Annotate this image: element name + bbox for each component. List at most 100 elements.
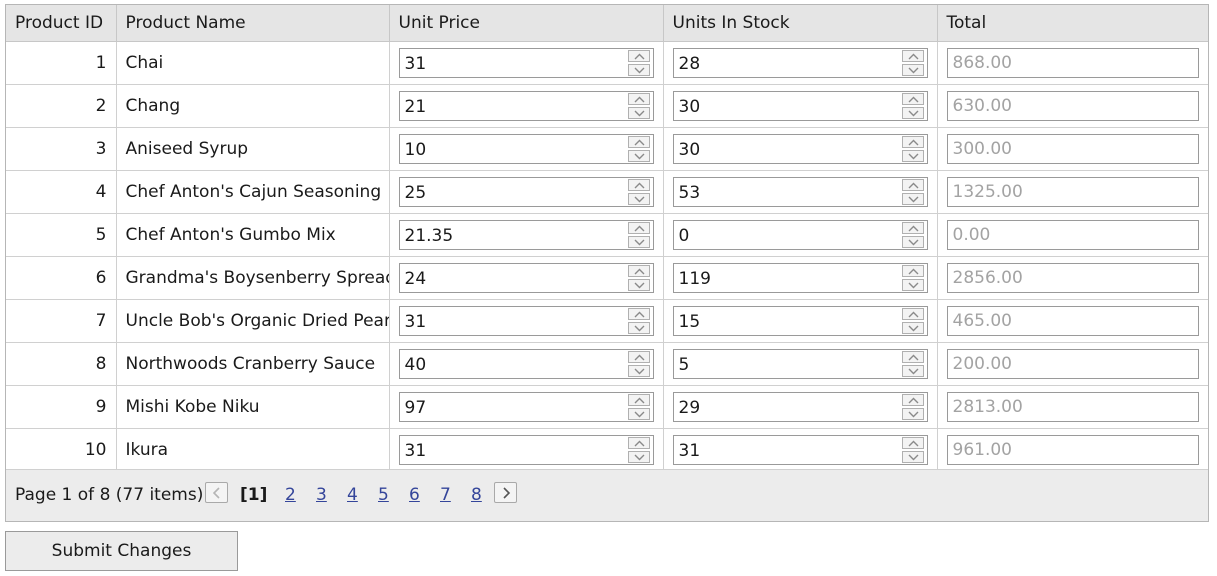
- units-in-stock-input[interactable]: 119: [672, 262, 928, 293]
- spin-down-button[interactable]: [627, 63, 650, 76]
- unit-price-input[interactable]: 31: [398, 305, 654, 336]
- units-in-stock-input[interactable]: 15: [672, 305, 928, 336]
- table-row[interactable]: 8 Northwoods Cranberry Sauce 40 5 200.00: [6, 342, 1208, 386]
- spin-up-button[interactable]: [627, 350, 650, 363]
- chevron-up-icon: [634, 440, 644, 446]
- pager-next-button[interactable]: [494, 482, 517, 503]
- spin-down-button[interactable]: [627, 321, 650, 334]
- header-product-name[interactable]: Product Name: [116, 5, 390, 42]
- table-row[interactable]: 4 Chef Anton's Cajun Seasoning 25 53 1325.00: [6, 170, 1208, 214]
- spin-down-button[interactable]: [901, 407, 924, 420]
- table-row[interactable]: 5 Chef Anton's Gumbo Mix 21.35 0 0.00: [6, 213, 1208, 257]
- spin-down-button[interactable]: [901, 235, 924, 248]
- table-row[interactable]: 10 Ikura 31 31 961.00: [6, 428, 1208, 472]
- spin-down-button[interactable]: [901, 149, 924, 162]
- units-in-stock-input[interactable]: 53: [672, 176, 928, 207]
- spin-up-button[interactable]: [627, 49, 650, 62]
- pager-page-link[interactable]: 2: [285, 485, 296, 505]
- header-product-id[interactable]: Product ID: [6, 5, 117, 42]
- unit-price-input[interactable]: 24: [398, 262, 654, 293]
- spin-down-button[interactable]: [901, 106, 924, 119]
- header-unit-price[interactable]: Unit Price: [389, 5, 664, 42]
- unit-price-input[interactable]: 21: [398, 90, 654, 121]
- unit-price-input-value: 97: [404, 397, 427, 418]
- spin-down-button[interactable]: [627, 278, 650, 291]
- spin-up-button[interactable]: [627, 92, 650, 105]
- pager-page-link[interactable]: 4: [347, 485, 358, 505]
- unit-price-input[interactable]: 10: [398, 133, 654, 164]
- spin-down-button[interactable]: [901, 450, 924, 463]
- spin-up-button[interactable]: [627, 436, 650, 449]
- spin-up-button[interactable]: [627, 135, 650, 148]
- header-total[interactable]: Total: [937, 5, 1208, 42]
- spin-up-button[interactable]: [901, 264, 924, 277]
- spin-up-button[interactable]: [901, 92, 924, 105]
- spin-up-button[interactable]: [901, 135, 924, 148]
- pager-page-link[interactable]: 7: [440, 485, 451, 505]
- units-in-stock-input[interactable]: 0: [672, 219, 928, 250]
- pager-page-link[interactable]: 6: [409, 485, 420, 505]
- pager-page-link[interactable]: 5: [378, 485, 389, 505]
- pager-prev-button[interactable]: [205, 482, 228, 503]
- header-units-in-stock[interactable]: Units In Stock: [663, 5, 938, 42]
- units-in-stock-input-value: 30: [678, 96, 701, 117]
- units-in-stock-input[interactable]: 28: [672, 47, 928, 78]
- spin-down-button[interactable]: [901, 63, 924, 76]
- unit-price-input[interactable]: 40: [398, 348, 654, 379]
- units-in-stock-input[interactable]: 30: [672, 133, 928, 164]
- spin-down-button[interactable]: [901, 278, 924, 291]
- table-row[interactable]: 2 Chang 21 30 630.00: [6, 84, 1208, 128]
- units-in-stock-input[interactable]: 29: [672, 391, 928, 422]
- units-in-stock-cell: 0: [663, 213, 938, 257]
- spin-buttons: [627, 92, 650, 119]
- unit-price-input[interactable]: 31: [398, 47, 654, 78]
- unit-price-input[interactable]: 25: [398, 176, 654, 207]
- spin-down-button[interactable]: [901, 364, 924, 377]
- units-in-stock-input[interactable]: 30: [672, 90, 928, 121]
- spin-up-button[interactable]: [901, 436, 924, 449]
- spin-up-button[interactable]: [627, 221, 650, 234]
- spin-up-button[interactable]: [627, 264, 650, 277]
- unit-price-input[interactable]: 21.35: [398, 219, 654, 250]
- units-in-stock-input-value: 5: [678, 354, 690, 375]
- table-row[interactable]: 7 Uncle Bob's Organic Dried Pears 31 15 465.…: [6, 299, 1208, 343]
- spin-up-button[interactable]: [901, 178, 924, 191]
- pager-page-link[interactable]: 8: [471, 485, 482, 505]
- spin-up-button[interactable]: [901, 221, 924, 234]
- spin-up-button[interactable]: [901, 49, 924, 62]
- unit-price-cell: 25: [389, 170, 664, 214]
- units-in-stock-input[interactable]: 5: [672, 348, 928, 379]
- spin-up-button[interactable]: [901, 393, 924, 406]
- chevron-down-icon: [634, 67, 644, 73]
- table-row[interactable]: 1 Chai 31 28 868.00: [6, 41, 1208, 85]
- units-in-stock-input-value: 0: [678, 225, 690, 246]
- spin-down-button[interactable]: [627, 364, 650, 377]
- spin-down-button[interactable]: [627, 450, 650, 463]
- table-row[interactable]: 3 Aniseed Syrup 10 30 300.00: [6, 127, 1208, 171]
- spin-up-button[interactable]: [627, 178, 650, 191]
- table-row[interactable]: 9 Mishi Kobe Niku 97 29 2813.00: [6, 385, 1208, 429]
- spin-up-button[interactable]: [901, 307, 924, 320]
- unit-price-cell: 97: [389, 385, 664, 429]
- product-id-cell: 10: [6, 428, 117, 472]
- unit-price-input[interactable]: 97: [398, 391, 654, 422]
- spin-down-button[interactable]: [901, 321, 924, 334]
- spin-down-button[interactable]: [627, 407, 650, 420]
- spin-buttons: [901, 49, 924, 76]
- units-in-stock-input[interactable]: 31: [672, 434, 928, 465]
- spin-down-button[interactable]: [627, 149, 650, 162]
- spin-down-button[interactable]: [901, 192, 924, 205]
- units-in-stock-input-value: 53: [678, 182, 701, 203]
- submit-changes-button[interactable]: Submit Changes: [5, 531, 238, 571]
- spin-down-button[interactable]: [627, 235, 650, 248]
- spin-down-button[interactable]: [627, 106, 650, 119]
- product-id-cell: 7: [6, 299, 117, 343]
- table-row[interactable]: 6 Grandma's Boysenberry Spread 24 119 2856.0…: [6, 256, 1208, 300]
- pager-page-link[interactable]: 3: [316, 485, 327, 505]
- spin-up-button[interactable]: [627, 393, 650, 406]
- unit-price-input[interactable]: 31: [398, 434, 654, 465]
- spin-up-button[interactable]: [627, 307, 650, 320]
- product-name-cell: Aniseed Syrup: [116, 127, 390, 171]
- spin-down-button[interactable]: [627, 192, 650, 205]
- spin-up-button[interactable]: [901, 350, 924, 363]
